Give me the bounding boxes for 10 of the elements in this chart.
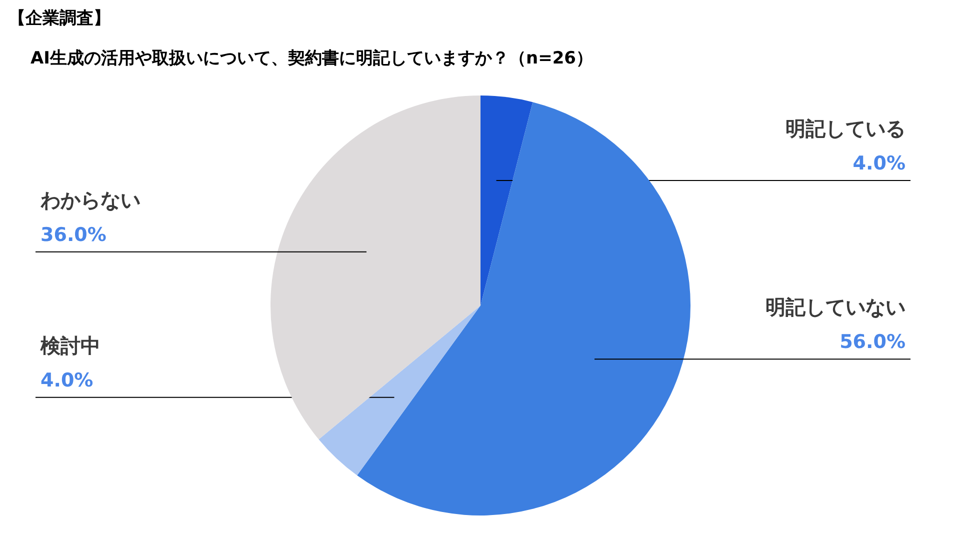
data-label: 4.0% xyxy=(852,152,906,174)
chart-title: 【企業調査】 xyxy=(8,8,110,28)
slice-label: 明記していない xyxy=(766,295,906,320)
data-label: 36.0% xyxy=(40,224,106,246)
chart-subtitle: AI生成の活用や取扱いについて、契約書に明記していますか？（n=26） xyxy=(30,48,593,68)
slice-label: わからない xyxy=(40,188,140,212)
slice-label: 明記している xyxy=(786,116,906,140)
slice-label: 検討中 xyxy=(40,333,100,358)
data-label: 56.0% xyxy=(840,331,906,354)
data-label: 4.0% xyxy=(40,369,94,392)
